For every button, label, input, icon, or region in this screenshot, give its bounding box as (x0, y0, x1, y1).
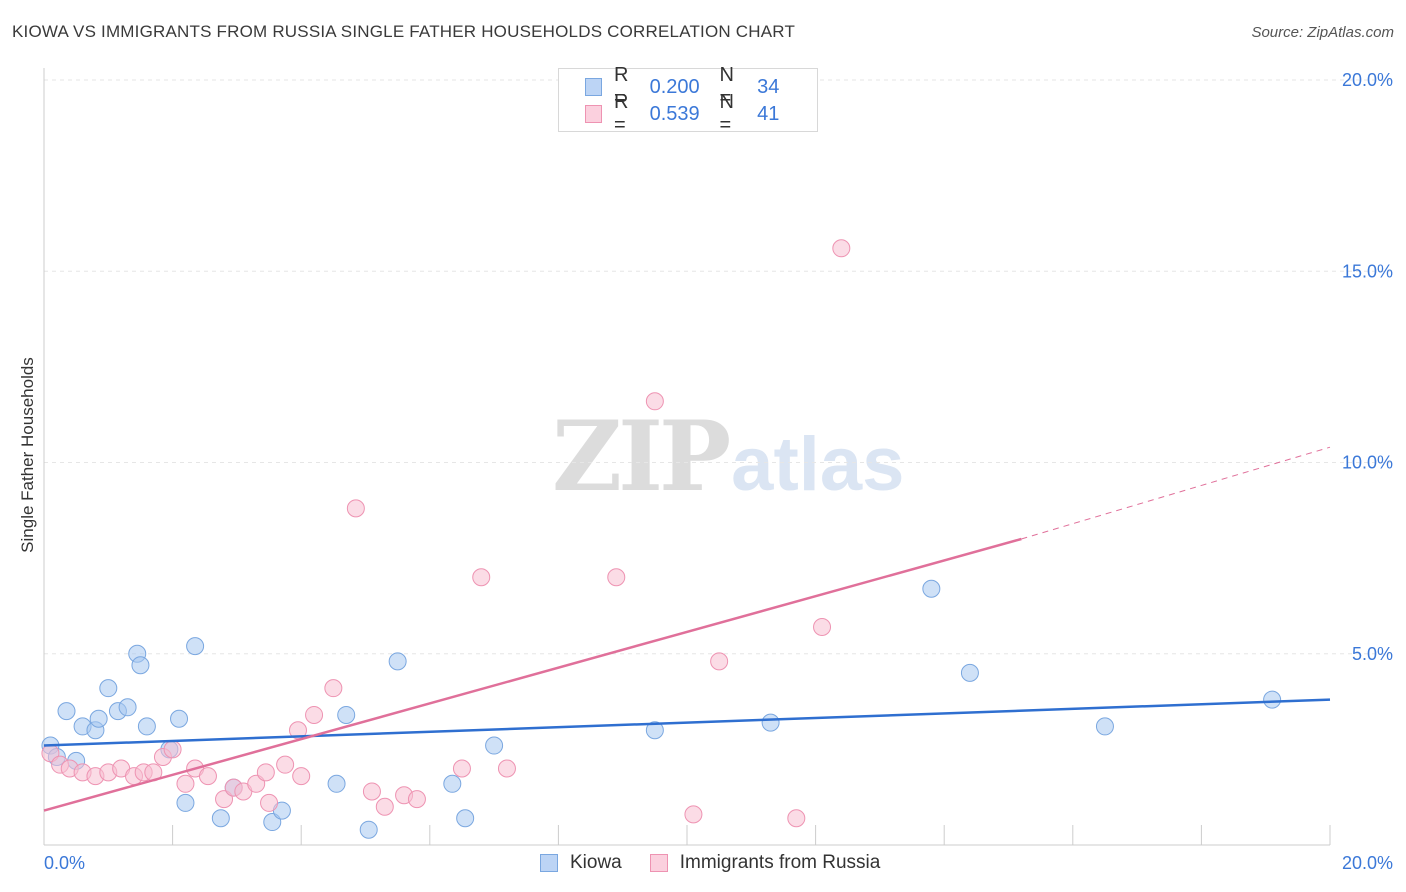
russia-point (684, 805, 703, 824)
russia-point (163, 740, 182, 759)
kiowa-point (485, 736, 504, 755)
kiowa-point (176, 793, 195, 812)
russia-point (292, 767, 311, 786)
russia-point (375, 797, 394, 816)
russia-point (452, 759, 471, 778)
russia-point (215, 790, 234, 809)
kiowa-point (327, 774, 346, 793)
kiowa-point (89, 709, 108, 728)
y-tick-label: 10.0% (1342, 453, 1393, 473)
n-label: N = (719, 91, 734, 136)
kiowa-point (761, 713, 780, 732)
kiowa-trendline (43, 698, 1331, 747)
n-value: 41 (757, 102, 780, 125)
russia-point (607, 568, 626, 587)
russia-point (832, 239, 851, 258)
r-label: R = (613, 91, 629, 136)
kiowa-swatch (585, 78, 602, 96)
kiowa-legend-swatch (540, 854, 558, 872)
r-value: 0.539 (649, 102, 700, 125)
legend-item-russia: Immigrants from Russia (649, 852, 881, 874)
kiowa-point (443, 774, 462, 793)
legend-label-kiowa: Kiowa (570, 852, 622, 873)
russia-swatch (585, 105, 602, 123)
kiowa-point (186, 637, 205, 656)
series-legend: Kiowa Immigrants from Russia (540, 852, 908, 874)
russia-point (260, 793, 279, 812)
russia-point (176, 774, 195, 793)
kiowa-point (57, 702, 76, 721)
kiowa-point (960, 663, 979, 682)
kiowa-point (922, 579, 941, 598)
kiowa-point (211, 809, 230, 828)
russia-point (324, 679, 343, 698)
kiowa-point (263, 813, 282, 832)
y-tick-label: 15.0% (1342, 261, 1393, 281)
russia-point (645, 392, 664, 411)
kiowa-point (131, 656, 150, 675)
n-label: N = (719, 64, 734, 109)
x-tick-label: 20.0% (1342, 853, 1393, 873)
kiowa-point (456, 809, 475, 828)
kiowa-point (1095, 717, 1114, 736)
russia-point (710, 652, 729, 671)
kiowa-point (645, 721, 664, 740)
kiowa-point (118, 698, 137, 717)
r-label: R = (613, 64, 629, 109)
russia-point (198, 767, 217, 786)
russia-point (472, 568, 491, 587)
russia-point (813, 617, 832, 636)
russia-point (497, 759, 516, 778)
russia-trendline-extension (1021, 446, 1331, 540)
stats-row-kiowa: R = 0.200 N = 34 (585, 64, 817, 109)
stats-legend: R = 0.200 N = 34 R = 0.539 N = 41 (558, 64, 818, 136)
y-tick-label: 5.0% (1352, 644, 1393, 664)
russia-point (787, 809, 806, 828)
russia-point (362, 782, 381, 801)
russia-point (346, 499, 365, 518)
chart-title: KIOWA VS IMMIGRANTS FROM RUSSIA SINGLE F… (12, 22, 796, 41)
russia-point (407, 790, 426, 809)
kiowa-point (1263, 690, 1282, 709)
x-tick-label: 0.0% (44, 853, 85, 873)
r-value: 0.200 (649, 75, 700, 98)
n-value: 34 (757, 75, 780, 98)
russia-legend-swatch (649, 854, 668, 872)
kiowa-point (359, 820, 378, 839)
kiowa-point (388, 652, 407, 671)
y-tick-label: 20.0% (1342, 70, 1393, 90)
source-credit: Source: ZipAtlas.com (1251, 24, 1394, 41)
russia-point (247, 774, 266, 793)
kiowa-point (137, 717, 156, 736)
russia-point (256, 763, 275, 782)
legend-item-kiowa: Kiowa (540, 852, 622, 874)
kiowa-point (99, 679, 118, 698)
stats-row-russia: R = 0.539 N = 41 (585, 91, 817, 136)
kiowa-point (337, 705, 356, 724)
legend-label-russia: Immigrants from Russia (679, 852, 881, 873)
russia-trendline (43, 537, 1022, 812)
russia-point (276, 755, 295, 774)
kiowa-point (170, 709, 189, 728)
russia-point (305, 705, 324, 724)
